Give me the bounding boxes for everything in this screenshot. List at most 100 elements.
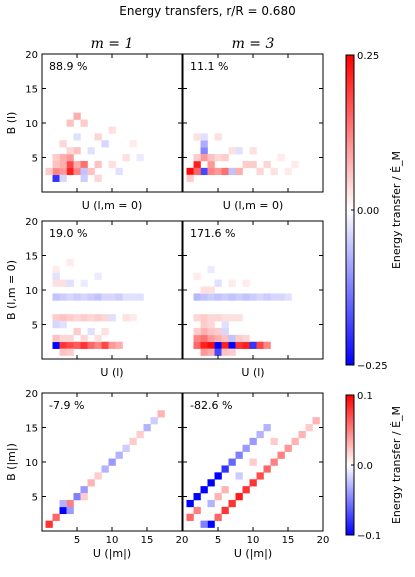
heatmap-cell (263, 341, 271, 349)
colorbar-tick-label: −0.25 (357, 361, 388, 372)
heatmap-cell (249, 147, 257, 155)
y-tick-label: 20 (25, 217, 38, 228)
heatmap-cell (52, 334, 60, 343)
heatmap-cell (94, 272, 102, 280)
heatmap-cell (66, 293, 74, 301)
heatmap-cell (228, 147, 236, 155)
heatmap-cell (157, 410, 165, 418)
heatmap-cell (214, 279, 222, 287)
heatmap-cell (242, 160, 250, 169)
heatmap-cell (193, 314, 201, 322)
heatmap-cell (87, 293, 95, 301)
heatmap-cell (193, 154, 201, 162)
heatmap-cell (59, 499, 67, 508)
percentage-label: -82.6 % (190, 399, 232, 412)
percentage-label: 19.0 % (49, 227, 87, 240)
heatmap-cell (52, 279, 60, 287)
heatmap-cell (207, 321, 215, 329)
heatmap-cell (66, 506, 74, 515)
heatmap-cell (129, 140, 137, 148)
heatmap-cell (59, 341, 67, 349)
heatmap-cell (115, 341, 123, 349)
heatmap-cell (80, 486, 88, 494)
heatmap-cell (249, 479, 257, 487)
percentage-label: 171.6 % (190, 227, 235, 240)
colorbar-1: 0.1 0.0 −0.1 Energy transfer / Ė_M (345, 391, 403, 542)
heatmap-cell (66, 279, 74, 287)
column-title-m1: m = 1 (90, 36, 134, 52)
y-tick-label: 5 (32, 154, 38, 165)
heatmap-cell (87, 479, 95, 487)
heatmap-panel-5: -82.6 % 5 10 15 20 U (|m|) (182, 392, 329, 560)
heatmap-cell (263, 293, 271, 301)
heatmap-cell (284, 293, 292, 301)
y-tick-label: 15 (25, 85, 38, 96)
heatmap-cell (256, 293, 264, 301)
x-tick-label: 5 (74, 535, 80, 546)
heatmap-cell (73, 160, 81, 169)
heatmap-cell (186, 167, 194, 176)
y-tick-label: 15 (25, 424, 38, 435)
heatmap-cell (94, 293, 102, 301)
heatmap-cell (200, 147, 208, 155)
heatmap-cell (200, 520, 208, 528)
heatmap-cell (115, 451, 123, 459)
heatmap-cell (249, 341, 257, 349)
heatmap-cell (66, 147, 74, 155)
heatmap-cell (193, 334, 201, 343)
heatmap-cell (228, 341, 236, 349)
heatmap-cell (108, 341, 116, 349)
heatmap-cell (214, 472, 222, 480)
heatmap-cell (235, 451, 243, 459)
heatmap-cell (228, 314, 236, 322)
heatmap-cell (263, 424, 271, 432)
heatmap-cell (207, 520, 215, 528)
heatmap-cell (228, 499, 236, 508)
heatmap-panel-2: 19.0 % 5 10 15 20 U (l) B (l,m = 0) (5, 217, 183, 379)
heatmap-cell (108, 458, 116, 466)
heatmap-cell (221, 321, 229, 329)
y-tick-label: 5 (32, 493, 38, 504)
heatmap-cell (249, 458, 257, 466)
heatmap-cell (122, 314, 130, 322)
heatmap-cell (94, 160, 102, 169)
heatmap-cell (52, 167, 60, 176)
heatmap-cell (73, 112, 81, 120)
heatmap-cell (59, 154, 67, 162)
heatmap-cell (228, 167, 236, 176)
heatmap-cell (235, 334, 243, 343)
heatmap-cell (207, 167, 215, 176)
heatmap-cell (256, 472, 264, 480)
heatmap-cell (108, 314, 116, 322)
y-axis-label: B (l) (5, 112, 18, 135)
y-axis-label: B (|m|) (5, 443, 18, 481)
heatmap-cell (45, 520, 53, 528)
x-tick-label: 15 (141, 535, 154, 546)
column-title-m3: m = 3 (231, 36, 275, 52)
heatmap-cell (200, 167, 208, 176)
heatmap-cell (200, 341, 208, 349)
x-axis-label: U (l,m = 0) (223, 199, 284, 212)
heatmap-cell (200, 486, 208, 494)
heatmap-cell (284, 167, 292, 176)
heatmap-cell (214, 513, 222, 521)
heatmap-cell (101, 293, 109, 301)
colorbar-tick-label: 0.00 (357, 206, 379, 217)
heatmap-cell (52, 321, 60, 329)
heatmap-cell (193, 493, 201, 501)
heatmap-cell (59, 140, 67, 148)
heatmap-cell (59, 160, 67, 169)
colorbar-tick-label: 0.25 (357, 51, 379, 62)
heatmap-cell (59, 506, 67, 515)
heatmap-cell (221, 465, 229, 473)
heatmap-cell (207, 286, 215, 294)
x-axis-label: U (|m|) (93, 547, 131, 560)
heatmap-cell (193, 293, 201, 301)
heatmap-cell (270, 293, 278, 301)
colorbar-tick-label: 0.1 (357, 391, 373, 402)
heatmap-cell (87, 167, 95, 176)
heatmap-cell (207, 334, 215, 343)
heatmap-cell (73, 327, 81, 336)
heatmap-cell (221, 154, 229, 162)
